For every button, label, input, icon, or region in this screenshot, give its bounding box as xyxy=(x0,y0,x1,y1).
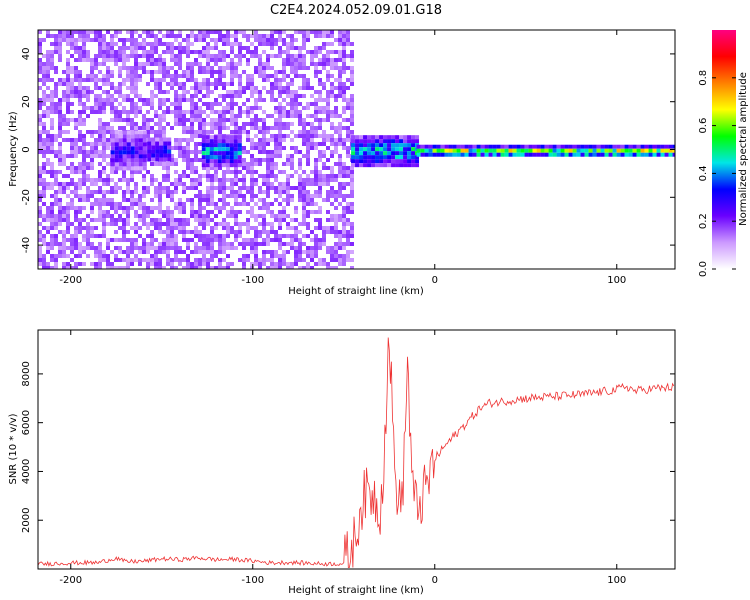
bottom-y-axis-label: SNR (10 * v/v) xyxy=(8,413,19,484)
bottom-plot-frame xyxy=(37,329,676,570)
heatmap-region xyxy=(110,130,147,171)
bottom-y-tick-label: 6000 xyxy=(21,410,32,435)
spectrogram xyxy=(38,30,675,269)
bottom-x-axis-label: Height of straight line (km) xyxy=(288,585,424,596)
snr-plot-area xyxy=(38,337,675,568)
bottom-x-tick-label: 100 xyxy=(607,575,626,586)
colorbar-tick-label: 0.4 xyxy=(698,165,709,181)
heatmap-region xyxy=(416,144,675,157)
colorbar-tick-label: 0.2 xyxy=(698,213,709,229)
top-x-tick-label: 100 xyxy=(607,275,626,286)
top-x-tick-label: -200 xyxy=(59,275,82,286)
top-y-tick-label: 20 xyxy=(21,95,32,108)
top-y-tick-label: -20 xyxy=(21,189,32,205)
bottom-axis-ticks: -200 -100 0 100 2000 4000 6000 8000 xyxy=(21,330,675,586)
figure-title: C2E4.2024.052.09.01.G18 xyxy=(270,3,442,18)
bottom-y-tick-label: 2000 xyxy=(21,507,32,532)
bottom-y-tick-label: 8000 xyxy=(21,361,32,386)
top-x-tick-label: 0 xyxy=(432,275,438,286)
heatmap-region xyxy=(147,137,172,162)
bottom-x-tick-label: 0 xyxy=(432,575,438,586)
colorbar-ticks: 0.0 0.2 0.4 0.6 0.8 xyxy=(698,70,736,277)
colorbar-tick-label: 0.8 xyxy=(698,70,709,86)
colorbar xyxy=(712,30,736,269)
top-x-axis-label: Height of straight line (km) xyxy=(288,286,424,297)
snr-series-line xyxy=(38,337,675,568)
heatmap-region xyxy=(351,135,420,168)
top-y-tick-label: 40 xyxy=(21,48,32,61)
top-y-tick-label: 0 xyxy=(21,146,32,152)
bottom-x-tick-label: -100 xyxy=(241,575,264,586)
bottom-y-tick-label: 4000 xyxy=(21,459,32,484)
top-y-tick-label: -40 xyxy=(21,237,32,253)
bottom-x-tick-label: -200 xyxy=(59,575,82,586)
colorbar-tick-label: 0.6 xyxy=(698,118,709,134)
colorbar-tick-label: 0.0 xyxy=(698,261,709,277)
heatmap-region xyxy=(201,135,242,168)
top-x-tick-label: -100 xyxy=(241,275,264,286)
heatmap-region xyxy=(38,30,354,269)
top-y-axis-label: Frequency (Hz) xyxy=(8,111,19,187)
colorbar-label: Normalized spectral amplitude xyxy=(738,72,749,226)
